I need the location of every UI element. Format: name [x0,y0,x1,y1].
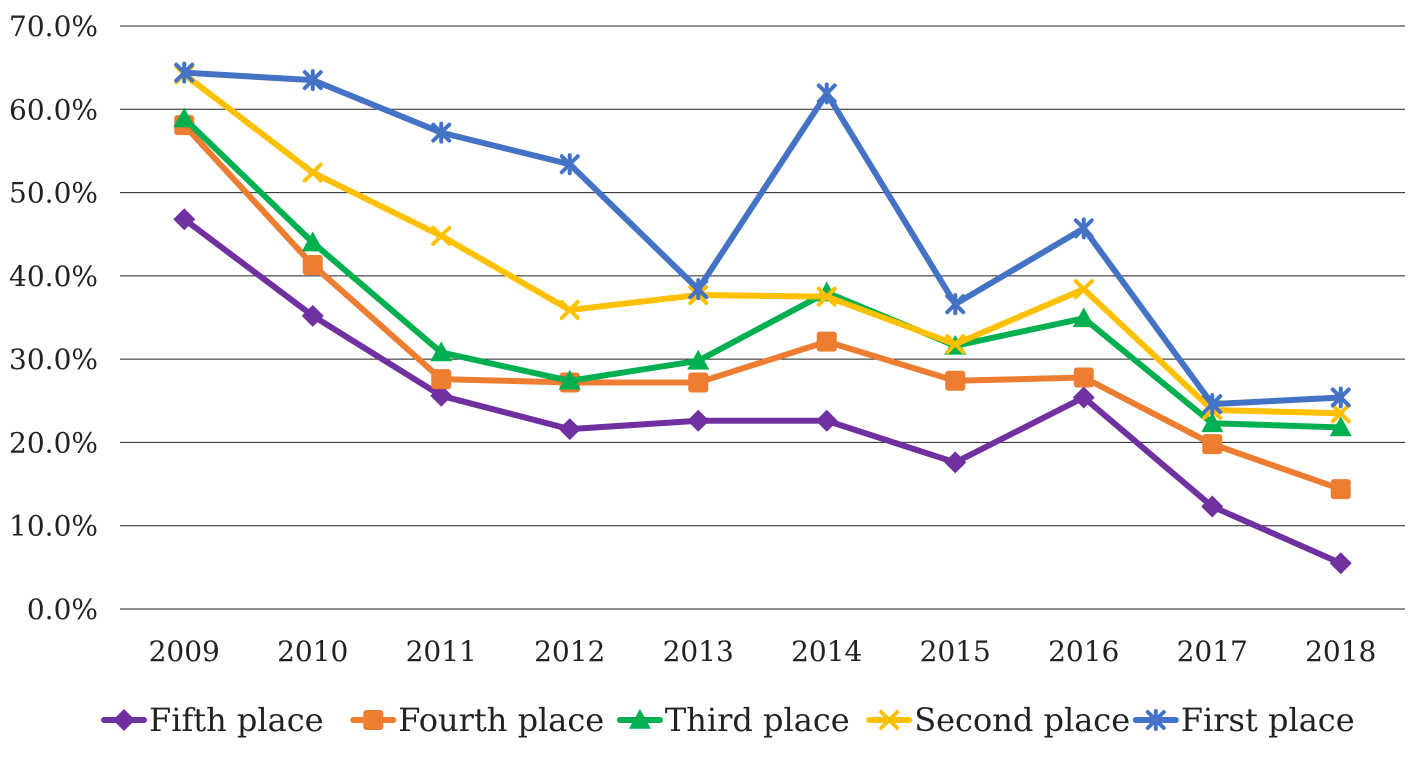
series-first-place [174,61,1351,416]
data-point-second-place [1330,403,1351,424]
data-point-third-place [430,341,453,362]
legend-label: Fourth place [398,701,604,739]
data-point-fifth-place [815,409,838,432]
series-fifth-place [173,208,1352,575]
x-axis-tick-labels: 2009 2010 2011 2012 2013 2014 2015 2016 2017 2018 [149,635,1377,668]
data-point-first-place [431,121,452,144]
data-point-first-place [688,278,709,301]
legend-marker-third-place [628,709,651,729]
legend-item-fourth-place: Fourth place [350,701,604,739]
legend-label: Fifth place [149,701,324,739]
data-point-first-place [302,69,323,92]
data-point-fourth-place [431,369,452,390]
series-line-third-place [181,115,1344,431]
x-tick-label: 2009 [149,635,220,668]
series-second-place [174,64,1351,424]
data-point-third-place [173,107,196,128]
legend-label: Second place [914,701,1130,739]
series-line-fifth-place [181,216,1344,567]
y-tick-label: 40.0% [9,260,98,293]
legend-item-third-place: Third place [616,701,850,739]
data-point-fourth-place [1073,367,1094,388]
data-point-second-place [816,286,837,307]
data-point-fourth-place [1330,479,1351,500]
legend-item-fifth-place: Fifth place [101,701,324,739]
data-point-third-place [301,231,324,252]
data-point-third-place [1201,412,1224,433]
data-point-fifth-place [687,409,710,432]
legend-label: First place [1181,701,1355,739]
data-point-fifth-place [944,451,967,474]
data-point-second-place [431,225,452,246]
data-point-fifth-place [1072,386,1095,409]
legend-marker-fourth-place [363,710,384,730]
legend-marker-second-place [879,710,900,730]
legend-item-second-place: Second place [866,701,1130,739]
data-point-third-place [1072,307,1095,328]
data-point-fifth-place [1329,552,1352,575]
series-line-second-place [181,71,1344,417]
y-axis-tick-labels: 0.0% 10.0% 20.0% 30.0% 40.0% 50.0% 60.0% 70.0% [9,10,98,626]
x-tick-label: 2012 [534,635,605,668]
data-point-fourth-place [302,255,323,276]
data-point-first-place [1202,393,1223,416]
y-tick-label: 30.0% [9,343,98,376]
series-line-first-place [181,69,1344,408]
data-point-second-place [1073,279,1094,300]
data-point-third-place [558,369,581,390]
series-group [173,61,1352,575]
data-point-fifth-place [173,208,196,231]
data-point-fourth-place [945,370,966,391]
data-point-first-place [1330,386,1351,409]
x-tick-label: 2018 [1305,635,1376,668]
y-tick-label: 70.0% [9,10,98,43]
x-tick-label: 2010 [277,635,348,668]
x-tick-label: 2011 [406,635,477,668]
y-tick-label: 20.0% [9,426,98,459]
x-tick-label: 2016 [1048,635,1119,668]
data-point-fourth-place [1202,434,1223,455]
series-fourth-place [174,115,1351,500]
x-tick-label: 2014 [791,635,862,668]
data-point-second-place [302,162,323,183]
series-third-place [173,107,1352,437]
y-tick-label: 60.0% [9,93,98,126]
legend-label: Third place [665,701,850,739]
data-point-first-place [816,82,837,105]
data-point-third-place [687,349,710,370]
legend-item-first-place: First place [1132,701,1355,739]
data-point-fourth-place [816,331,837,352]
data-point-third-place [1329,416,1352,437]
data-point-first-place [945,293,966,316]
data-point-fifth-place [430,384,453,407]
legend: Fifth place Fourth place Third place Second… [101,701,1355,739]
data-point-second-place [559,300,580,321]
data-point-first-place [1073,217,1094,240]
y-tick-label: 10.0% [9,510,98,543]
x-tick-label: 2015 [920,635,991,668]
data-point-first-place [174,61,195,84]
x-tick-label: 2013 [663,635,734,668]
y-tick-label: 50.0% [9,177,98,210]
x-tick-label: 2017 [1177,635,1248,668]
data-point-fifth-place [1201,495,1224,518]
data-point-fifth-place [558,418,581,441]
legend-marker-first-place [1145,709,1166,731]
data-point-fourth-place [688,372,709,393]
data-point-fifth-place [301,304,324,327]
data-point-second-place [945,334,966,355]
y-tick-label: 0.0% [27,593,98,626]
legend-marker-fifth-place [113,709,135,731]
data-point-first-place [559,153,580,176]
series-line-fourth-place [181,122,1344,493]
